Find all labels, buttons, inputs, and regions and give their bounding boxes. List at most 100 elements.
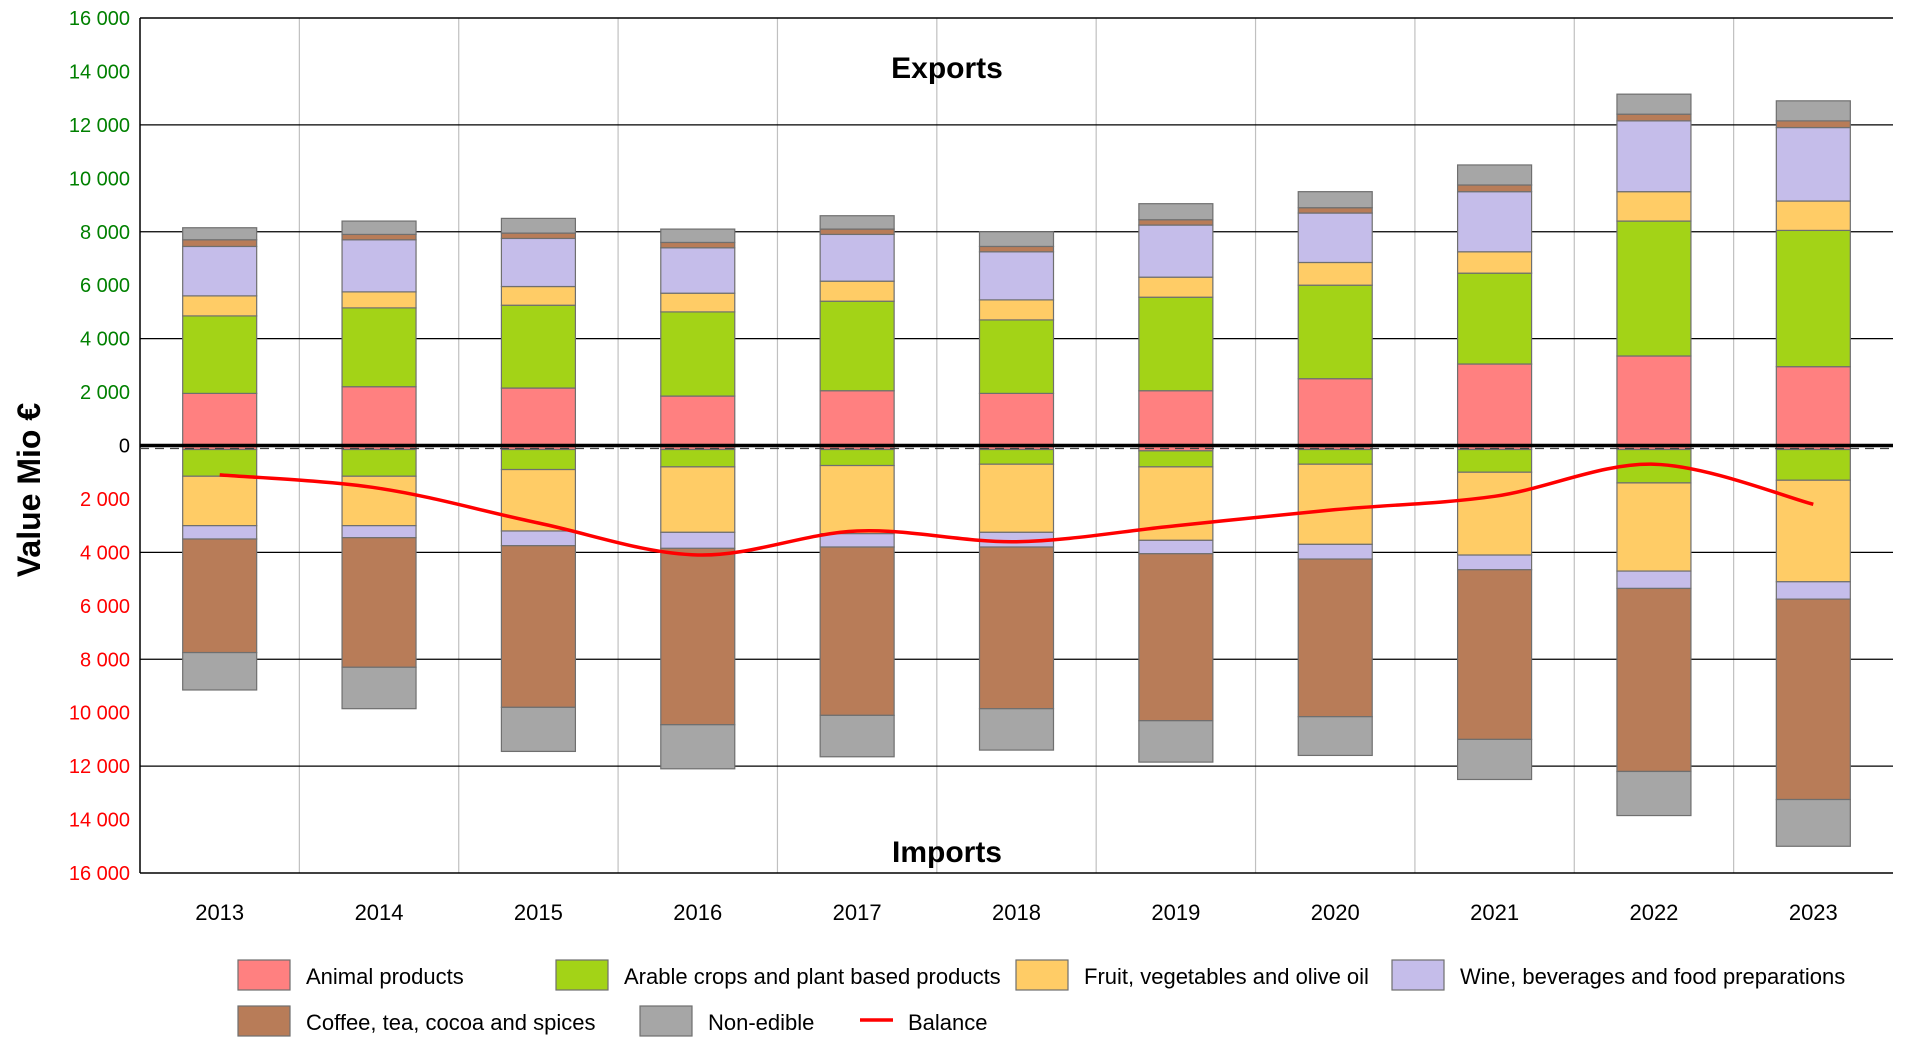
bar-exports-fruit-vegetables-and-olive-oil-2017 [819, 280, 895, 302]
bar-exports-non-edible-2021 [1456, 164, 1533, 186]
bar-imports-arable-crops-and-plant-based-products-2017 [819, 448, 895, 467]
x-tick-label: 2015 [514, 900, 563, 925]
bar-exports-animal-products-2021 [1456, 363, 1533, 447]
bar-imports-coffee-tea-cocoa-and-spices-2023 [1775, 598, 1851, 801]
bar-imports-arable-crops-and-plant-based-products-2013 [182, 448, 258, 477]
bar-exports-arable-crops-and-plant-based-products-2014 [341, 307, 417, 388]
bar-imports-wine-beverages-and-food-preparations-2020 [1297, 543, 1373, 560]
bar-exports-wine-beverages-and-food-preparations-2018 [978, 251, 1055, 301]
legend-label-arable-crops-and-plant-based-products: Arable crops and plant based products [624, 964, 1001, 989]
legend-swatch-wine-beverages-and-food-preparations [1391, 959, 1445, 991]
bar-imports-wine-beverages-and-food-preparations-2013 [182, 525, 258, 540]
x-tick-label: 2020 [1311, 900, 1360, 925]
x-tick-label: 2023 [1789, 900, 1838, 925]
y-tick-label: 4 000 [80, 542, 130, 564]
balance-line-group [219, 462, 1814, 557]
y-tick-label: 6 000 [80, 596, 130, 618]
bar-imports-non-edible-2022 [1616, 770, 1692, 817]
bar-exports-fruit-vegetables-and-olive-oil-2020 [1297, 261, 1373, 286]
bar-imports-arable-crops-and-plant-based-products-2021 [1456, 448, 1533, 473]
bar-imports-non-edible-2019 [1138, 720, 1214, 763]
bar-exports-fruit-vegetables-and-olive-oil-2022 [1616, 191, 1692, 222]
bar-exports-non-edible-2014 [341, 220, 417, 236]
legend-swatch-animal-products [237, 959, 291, 991]
bar-exports-wine-beverages-and-food-preparations-2014 [341, 239, 417, 293]
bar-exports-arable-crops-and-plant-based-products-2016 [660, 311, 736, 397]
legend-swatch-arable-crops-and-plant-based-products [555, 959, 609, 991]
bar-imports-fruit-vegetables-and-olive-oil-2016 [660, 466, 736, 533]
bar-exports-fruit-vegetables-and-olive-oil-2023 [1775, 200, 1851, 232]
legend-label-fruit-vegetables-and-olive-oil: Fruit, vegetables and olive oil [1084, 964, 1369, 989]
bar-imports-arable-crops-and-plant-based-products-2019 [1138, 450, 1214, 468]
bar-exports-non-edible-2019 [1138, 203, 1214, 221]
bar-exports-non-edible-2017 [819, 215, 895, 230]
bar-imports-arable-crops-and-plant-based-products-2020 [1297, 448, 1373, 465]
bar-imports-non-edible-2014 [341, 666, 417, 710]
y-tick-label: 12 000 [69, 756, 130, 778]
y-tick-label: 8 000 [80, 222, 130, 244]
y-tick-label: 14 000 [69, 61, 130, 83]
bar-imports-coffee-tea-cocoa-and-spices-2018 [978, 546, 1055, 710]
bar-exports-non-edible-2013 [182, 227, 258, 241]
bar-exports-arable-crops-and-plant-based-products-2022 [1616, 220, 1692, 357]
bar-imports-coffee-tea-cocoa-and-spices-2015 [500, 545, 577, 708]
x-tick-label: 2021 [1470, 900, 1519, 925]
bar-exports-coffee-tea-cocoa-and-spices-2013 [182, 239, 258, 248]
y-tick-label: 16 000 [69, 8, 130, 30]
bar-exports-coffee-tea-cocoa-and-spices-2019 [1138, 219, 1214, 226]
bar-exports-arable-crops-and-plant-based-products-2019 [1138, 296, 1214, 392]
y-tick-label: 2 000 [80, 489, 130, 511]
bar-imports-non-edible-2017 [819, 714, 895, 758]
bar-exports-arable-crops-and-plant-based-products-2013 [182, 315, 258, 394]
bar-imports-arable-crops-and-plant-based-products-2023 [1775, 448, 1851, 481]
y-tick-label: 14 000 [69, 810, 130, 832]
bar-exports-arable-crops-and-plant-based-products-2020 [1297, 284, 1373, 380]
legend-label-animal-products: Animal products [306, 964, 464, 989]
bar-imports-coffee-tea-cocoa-and-spices-2022 [1616, 587, 1692, 773]
bar-imports-fruit-vegetables-and-olive-oil-2013 [182, 475, 258, 527]
bar-exports-coffee-tea-cocoa-and-spices-2018 [978, 245, 1055, 253]
bar-exports-wine-beverages-and-food-preparations-2020 [1297, 212, 1373, 264]
bar-exports-animal-products-2014 [341, 386, 417, 447]
bar-imports-coffee-tea-cocoa-and-spices-2019 [1138, 553, 1214, 722]
x-tick-label: 2017 [833, 900, 882, 925]
legend: Animal products Arable crops and plant ba… [237, 959, 1845, 1037]
bar-imports-wine-beverages-and-food-preparations-2023 [1775, 581, 1851, 600]
legend-label-balance: Balance [908, 1010, 988, 1035]
x-tick-label: 2016 [673, 900, 722, 925]
bar-imports-non-edible-2016 [660, 724, 736, 770]
bar-imports-wine-beverages-and-food-preparations-2021 [1456, 554, 1533, 571]
y-tick-label: 4 000 [80, 329, 130, 351]
bar-imports-arable-crops-and-plant-based-products-2014 [341, 448, 417, 477]
bar-exports-animal-products-2023 [1775, 366, 1851, 447]
bar-imports-arable-crops-and-plant-based-products-2015 [500, 448, 577, 471]
bar-exports-animal-products-2017 [819, 390, 895, 447]
bar-exports-animal-products-2018 [978, 392, 1055, 447]
legend-swatch-coffee-tea-cocoa-and-spices [237, 1005, 291, 1037]
bar-exports-coffee-tea-cocoa-and-spices-2021 [1456, 184, 1533, 193]
bar-exports-arable-crops-and-plant-based-products-2021 [1456, 272, 1533, 365]
bar-exports-coffee-tea-cocoa-and-spices-2022 [1616, 113, 1692, 122]
bar-exports-coffee-tea-cocoa-and-spices-2023 [1775, 120, 1851, 129]
y-tick-label: 12 000 [69, 115, 130, 137]
bar-exports-fruit-vegetables-and-olive-oil-2016 [660, 292, 736, 313]
y-tick-label: 10 000 [69, 168, 130, 190]
bar-exports-coffee-tea-cocoa-and-spices-2020 [1297, 207, 1373, 214]
bar-imports-non-edible-2015 [500, 706, 577, 753]
bar-exports-non-edible-2023 [1775, 100, 1851, 122]
bar-exports-animal-products-2020 [1297, 378, 1373, 447]
legend-swatch-fruit-vegetables-and-olive-oil [1015, 959, 1069, 991]
bar-imports-non-edible-2021 [1456, 738, 1533, 781]
bar-imports-fruit-vegetables-and-olive-oil-2015 [500, 468, 577, 532]
bar-imports-coffee-tea-cocoa-and-spices-2021 [1456, 569, 1533, 741]
y-tick-label: 2 000 [80, 382, 130, 404]
bar-imports-fruit-vegetables-and-olive-oil-2017 [819, 464, 895, 535]
legend-label-coffee-tea-cocoa-and-spices: Coffee, tea, cocoa and spices [306, 1010, 595, 1035]
bar-exports-wine-beverages-and-food-preparations-2023 [1775, 126, 1851, 202]
bar-imports-fruit-vegetables-and-olive-oil-2020 [1297, 463, 1373, 545]
legend-swatch-non-edible [639, 1005, 693, 1037]
bar-exports-fruit-vegetables-and-olive-oil-2013 [182, 295, 258, 317]
bar-imports-fruit-vegetables-and-olive-oil-2021 [1456, 471, 1533, 556]
bar-exports-arable-crops-and-plant-based-products-2015 [500, 304, 577, 389]
bar-imports-wine-beverages-and-food-preparations-2017 [819, 533, 895, 548]
